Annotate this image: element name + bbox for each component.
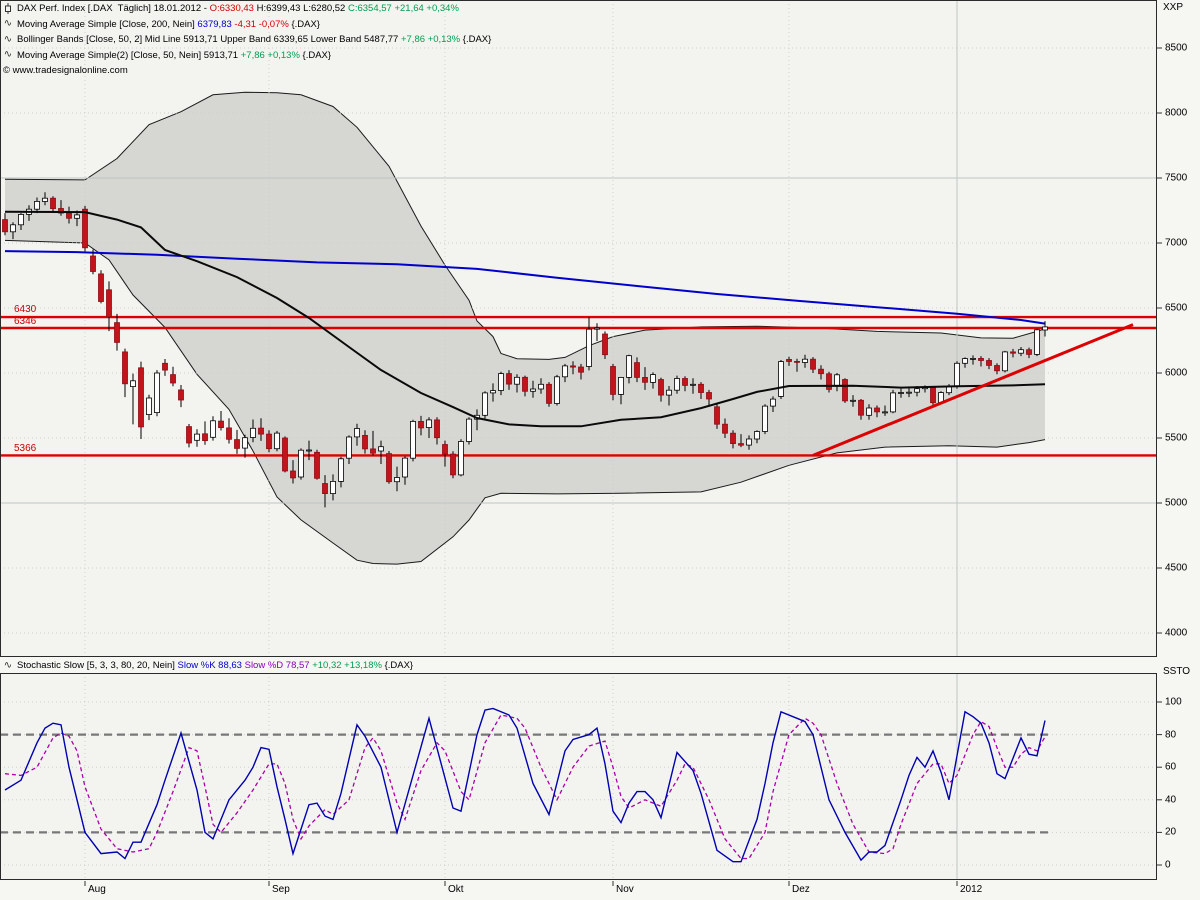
stochastic-legend: ∿ Stochastic Slow [5, 3, 3, 80, 20, Nein…: [3, 658, 413, 673]
time-axis-month-label: Okt: [448, 884, 464, 895]
wave-icon: ∿: [3, 49, 13, 61]
wave-icon: ∿: [3, 660, 13, 671]
price-axis-tick-label: 4000: [1165, 627, 1188, 639]
main-legend: DAX Perf. Index [.DAX Täglich] 18.01.201…: [3, 1, 491, 79]
legend-stochastic-text: Stochastic Slow [5, 3, 3, 80, 20, Nein] …: [17, 660, 413, 671]
time-axis-month-label: Aug: [88, 884, 106, 895]
watermark-text: © www.tradesignalonline.com: [3, 65, 128, 76]
sto-axis-title: SSTO: [1163, 666, 1191, 677]
legend-segment: © www.tradesignalonline.com: [3, 65, 128, 77]
legend-segment: {.DAX}: [462, 34, 492, 46]
legend-line-bollinger: ∿ Bollinger Bands [Close, 50, 2] Mid Lin…: [3, 32, 492, 48]
legend-segment: Stochastic Slow [5, 3, 3, 80, 20, Nein]: [17, 660, 178, 671]
legend-segment: {.DAX}: [384, 660, 414, 671]
legend-segment: +7,86 +0,13%: [240, 49, 303, 61]
legend-segment: {.DAX}: [291, 18, 320, 30]
price-axis-tick-label: 4500: [1165, 562, 1188, 574]
legend-segment: +7,86 +0,13%: [400, 34, 463, 46]
sto-axis-tick-label: 80: [1165, 729, 1177, 741]
sto-axis-tick-label: 20: [1165, 826, 1177, 838]
legend-line-ma50: ∿ Moving Average Simple(2) [Close, 50, N…: [3, 48, 491, 64]
candlestick-icon: [3, 3, 13, 15]
price-axis-tick-label: 7500: [1165, 172, 1188, 184]
sto-axis-tick-label: 100: [1165, 696, 1182, 708]
price-axis-title: XXP: [1163, 2, 1184, 13]
legend-segment: Bollinger Bands [Close, 50, 2] Mid Line …: [17, 34, 401, 46]
time-axis-month-label: Nov: [616, 884, 634, 895]
price-axis-tick-label: 7000: [1165, 237, 1188, 249]
time-axis-month-label: Dez: [792, 884, 810, 895]
legend-bollinger-text: Bollinger Bands [Close, 50, 2] Mid Line …: [17, 34, 491, 45]
legend-instrument-text: DAX Perf. Index [.DAX Täglich] 18.01.201…: [17, 3, 459, 14]
price-axis-tick-label: 5500: [1165, 432, 1188, 444]
legend-segment: {.DAX}: [302, 49, 332, 61]
legend-segment: 6379,83: [197, 18, 235, 30]
legend-line-instrument: DAX Perf. Index [.DAX Täglich] 18.01.201…: [3, 1, 491, 17]
level-label-6430: 6430: [14, 304, 37, 315]
sto-axis-tick-label: 40: [1165, 794, 1177, 806]
level-label-5366: 5366: [14, 443, 37, 454]
sto-axis-tick-label: 0: [1165, 859, 1171, 871]
legend-segment: Moving Average Simple(2) [Close, 50, Nei…: [17, 49, 241, 61]
legend-segment: C:6354,57 +21,64 +0,34%: [347, 3, 459, 15]
wave-icon: ∿: [3, 18, 13, 30]
legend-segment: Slow %K 88,63: [177, 660, 245, 671]
legend-segment: Moving Average Simple [Close, 200, Nein]: [17, 18, 198, 30]
sto-axis-tick-label: 60: [1165, 761, 1177, 773]
time-axis-month-label: Sep: [272, 884, 290, 895]
price-axis-tick-label: 8000: [1165, 107, 1188, 119]
legend-line-copyright: © www.tradesignalonline.com: [3, 63, 491, 79]
legend-line-ma200: ∿ Moving Average Simple [Close, 200, Nei…: [3, 17, 491, 33]
price-axis-tick-label: 6500: [1165, 302, 1188, 314]
legend-segment: +10,32 +13,18%: [312, 660, 385, 671]
legend-segment: H:6399,43 L:6280,52: [256, 3, 348, 15]
time-axis-month-label: 2012: [960, 884, 983, 895]
wave-icon: ∿: [3, 33, 13, 45]
legend-segment: -4,31 -0,07%: [234, 18, 292, 30]
price-axis-tick-label: 6000: [1165, 367, 1188, 379]
price-axis-tick-label: 5000: [1165, 497, 1188, 509]
legend-segment: Slow %D 78,57: [244, 660, 313, 671]
legend-ma50-text: Moving Average Simple(2) [Close, 50, Nei…: [17, 50, 331, 61]
legend-ma200-text: Moving Average Simple [Close, 200, Nein]…: [17, 19, 320, 30]
level-label-6346: 6346: [14, 316, 37, 327]
price-axis-tick-label: 8500: [1165, 42, 1188, 54]
legend-segment: DAX Perf. Index [.DAX Täglich] 18.01.201…: [17, 3, 210, 15]
legend-segment: O:6330,43: [209, 3, 257, 15]
